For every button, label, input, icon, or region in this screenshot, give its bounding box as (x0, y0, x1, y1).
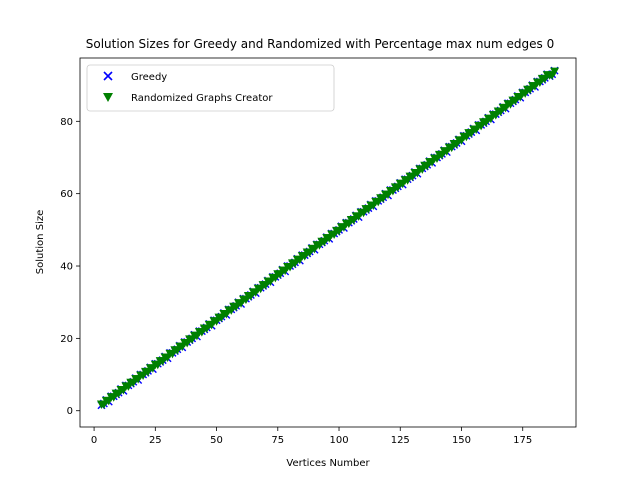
legend-box (86, 64, 335, 112)
legend: Greedy Randomized Graphs Creator (86, 64, 335, 112)
legend-label-greedy: Greedy (131, 72, 167, 83)
plot-frame (79, 57, 577, 428)
x-tick-label: 150 (452, 435, 471, 446)
y-tick-label: 60 (60, 189, 73, 200)
x-axis-ticks: 0 25 50 75 100 125 150 175 (91, 427, 532, 446)
legend-marker-greedy (103, 71, 113, 81)
x-tick-label: 0 (91, 435, 97, 446)
x-tick-label: 175 (513, 435, 532, 446)
y-tick-label: 20 (60, 334, 73, 345)
randomized-point (550, 67, 560, 77)
y-tick-label: 40 (60, 262, 73, 273)
x-tick-label: 50 (210, 435, 223, 446)
y-axis-ticks: 0 20 40 60 80 (60, 117, 80, 417)
chart-title: Solution Sizes for Greedy and Randomized… (86, 37, 554, 51)
plot-area (79, 57, 577, 428)
x-tick-label: 75 (271, 435, 284, 446)
x-tick-label: 100 (329, 435, 348, 446)
x-tick-label: 125 (391, 435, 410, 446)
legend-label-randomized: Randomized Graphs Creator (131, 93, 273, 104)
y-tick-label: 0 (67, 406, 73, 417)
randomized-series (96, 67, 560, 409)
x-axis-label: Vertices Number (286, 458, 370, 469)
y-axis-label: Solution Size (35, 210, 46, 274)
legend-marker-randomized (103, 93, 113, 102)
x-tick-label: 25 (149, 435, 162, 446)
y-tick-label: 80 (60, 117, 73, 128)
